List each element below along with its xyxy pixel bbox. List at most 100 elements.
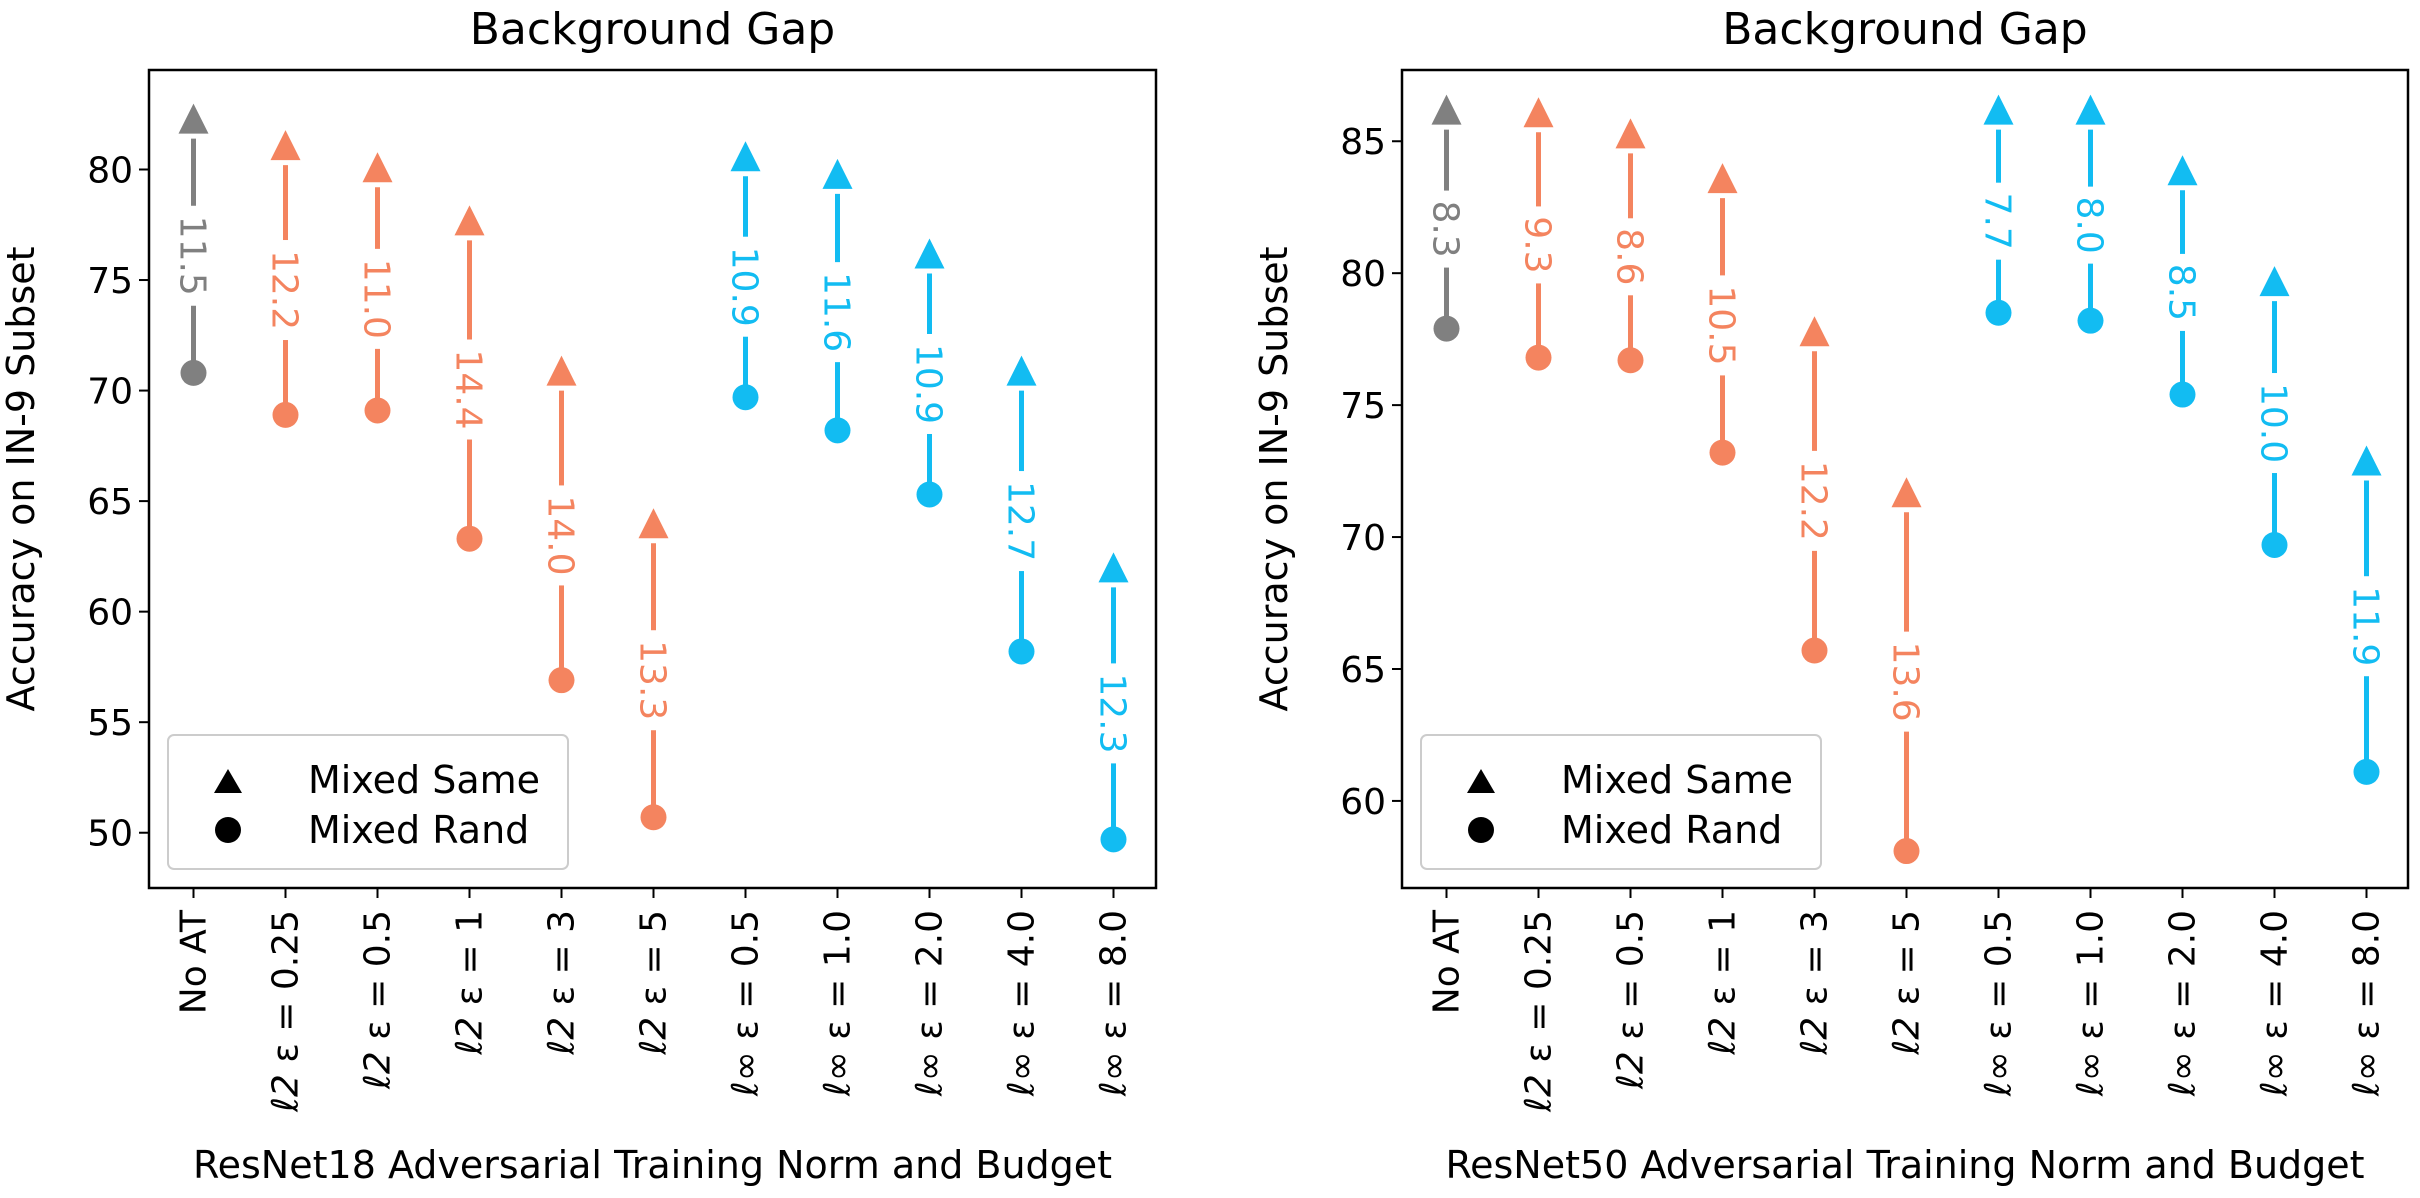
mixed-same-point (546, 355, 577, 386)
mixed-rand-point (1985, 299, 2012, 326)
mixed-same-point (454, 205, 485, 236)
gap-label: 8.6 (1609, 228, 1650, 285)
gap-label-background (1978, 182, 2019, 260)
x-tick-label: ℓ∞ ε = 1.0 (818, 910, 859, 1097)
x-tick-eps-prefix: ε = (1979, 967, 2020, 1051)
mixed-same-point (1983, 94, 2014, 125)
x-tick-label: ℓ2 ε = 5 (1887, 910, 1928, 1056)
gap-label: 9.3 (1517, 216, 1558, 273)
x-tick-eps-prefix: ε = (2071, 967, 2112, 1051)
x-tick-eps-prefix: ε = (1611, 967, 1652, 1051)
x-tick-eps-prefix: ε = (1703, 933, 1744, 1017)
y-tick-label: 50 (87, 814, 133, 855)
gap-label: 11.6 (816, 272, 857, 352)
y-tick-label: 80 (87, 150, 133, 191)
x-tick-norm: ℓ∞ (1094, 1051, 1135, 1097)
x-tick-label: ℓ2 ε = 1 (450, 910, 491, 1056)
gap-label-background (1702, 275, 1743, 376)
x-tick-label: ℓ∞ ε = 4.0 (2255, 910, 2296, 1097)
x-tick-norm: ℓ∞ (818, 1051, 859, 1097)
mixed-rand-point (272, 401, 299, 428)
mixed-same-point (1707, 163, 1738, 194)
x-tick-label: ℓ2 ε = 0.5 (1611, 910, 1652, 1090)
mixed-same-point (638, 508, 669, 539)
gap-label: 11.5 (172, 216, 213, 296)
x-tick-label: ℓ∞ ε = 0.5 (1979, 910, 2020, 1097)
legend-triangle-marker (1467, 769, 1495, 793)
gap-label-background (265, 240, 306, 341)
x-tick-eps-prefix: ε = (634, 933, 675, 1017)
x-tick-eps-prefix: ε = (1887, 933, 1928, 1017)
y-tick-label: 80 (1340, 254, 1386, 295)
mixed-rand-point (2261, 531, 2288, 558)
mixed-same-point (2259, 266, 2290, 297)
x-tick-label: ℓ∞ ε = 1.0 (2071, 910, 2112, 1097)
mixed-rand-point (916, 481, 943, 508)
x-tick-eps-prefix: ε = (2163, 967, 2204, 1051)
x-tick-label: No AT (174, 909, 215, 1014)
gap-label-background (173, 205, 214, 306)
gap-label-background (2346, 576, 2387, 677)
gap-label-background (725, 236, 766, 337)
mixed-rand-point (1008, 638, 1035, 665)
mixed-rand-point (1893, 838, 1920, 865)
x-tick-norm: ℓ∞ (910, 1051, 951, 1097)
gap-label: 12.3 (1092, 673, 1133, 753)
gap-label-background (2162, 253, 2203, 331)
gap-label: 11.9 (2345, 586, 2386, 666)
x-tick-label: ℓ2 ε = 0.5 (358, 910, 399, 1090)
legend-box (1420, 734, 1822, 870)
legend-label-mixed-same: Mixed Same (308, 758, 540, 802)
x-tick-label: ℓ2 ε = 0.25 (266, 910, 307, 1113)
y-tick-label: 55 (87, 703, 133, 744)
x-tick-label: ℓ∞ ε = 2.0 (910, 910, 951, 1097)
gap-label: 8.5 (2161, 264, 2202, 321)
mixed-same-point (914, 238, 945, 269)
gap-label: 14.4 (448, 349, 489, 429)
x-tick-eps: 5 (1887, 910, 1928, 933)
mixed-same-point (730, 141, 761, 172)
x-tick-norm: ℓ2 (266, 1074, 307, 1113)
y-tick-label: 65 (87, 482, 133, 523)
mixed-same-point (178, 103, 209, 134)
gap-label: 14.0 (540, 495, 581, 575)
mixed-same-point (1615, 118, 1646, 149)
gap-label-background (633, 630, 674, 731)
mixed-rand-point (1433, 315, 1460, 342)
mixed-rand-point (1525, 344, 1552, 371)
mixed-rand-point (1709, 439, 1736, 466)
x-tick-eps: 4.0 (1002, 910, 1043, 967)
x-tick-eps-prefix: ε = (542, 933, 583, 1017)
x-tick-eps: 4.0 (2255, 910, 2296, 967)
mixed-rand-point (2077, 307, 2104, 334)
y-tick-label: 60 (87, 593, 133, 634)
legend-circle-marker (215, 817, 241, 843)
mixed-rand-point (732, 384, 759, 411)
x-tick-eps: 3 (1795, 910, 1836, 933)
legend-box (167, 734, 569, 870)
legend-circle-marker (1468, 817, 1494, 843)
x-tick-norm: ℓ2 (450, 1017, 491, 1056)
gap-label: 12.2 (264, 250, 305, 330)
x-tick-norm: ℓ2 (1887, 1017, 1928, 1056)
x-tick-norm: ℓ∞ (2255, 1051, 2296, 1097)
gap-label-background (449, 339, 490, 440)
gap-label-background (357, 248, 398, 349)
gap-label: 7.7 (1977, 193, 2018, 250)
mixed-rand-point (640, 804, 667, 831)
x-tick-label: No AT (1427, 909, 1468, 1014)
y-tick-label: 75 (1340, 386, 1386, 427)
x-axis-label: ResNet50 Adversarial Training Norm and B… (1445, 1143, 2364, 1187)
gap-label: 11.0 (356, 259, 397, 339)
gap-label-background (817, 262, 858, 363)
legend-triangle-marker (214, 769, 242, 793)
gap-label-background (1518, 206, 1559, 284)
mixed-rand-point (1617, 347, 1644, 374)
chart-title: Background Gap (470, 4, 835, 55)
x-tick-eps-prefix: ε = (1002, 967, 1043, 1051)
x-tick-eps: 0.25 (1519, 910, 1560, 990)
x-tick-eps-prefix: ε = (266, 990, 307, 1074)
x-tick-norm: ℓ2 (1611, 1051, 1652, 1090)
x-tick-label: ℓ2 ε = 1 (1703, 910, 1744, 1056)
mixed-same-point (362, 152, 393, 183)
